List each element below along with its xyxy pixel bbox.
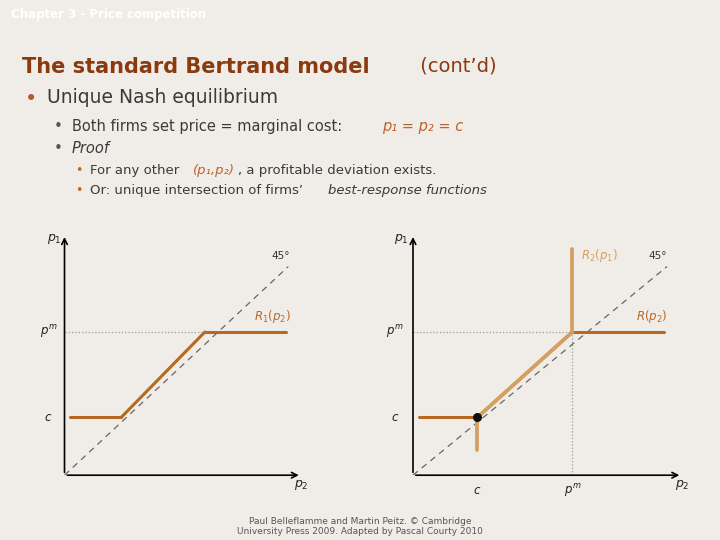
Text: •: • bbox=[25, 89, 37, 109]
Text: Or: unique intersection of firms’: Or: unique intersection of firms’ bbox=[90, 184, 307, 197]
Text: 45°: 45° bbox=[271, 251, 289, 261]
Text: $p_1$: $p_1$ bbox=[47, 232, 61, 246]
Text: $p_2$: $p_2$ bbox=[675, 478, 690, 492]
Text: $R_1(p_2)$: $R_1(p_2)$ bbox=[254, 307, 291, 325]
Text: $p^m$: $p^m$ bbox=[564, 482, 581, 498]
Text: The standard Bertrand model: The standard Bertrand model bbox=[22, 57, 369, 77]
Text: $c$: $c$ bbox=[473, 484, 482, 497]
Text: $p_1$: $p_1$ bbox=[394, 232, 408, 246]
Text: (p₁,p₂): (p₁,p₂) bbox=[193, 164, 235, 177]
Text: $R(p_2)$: $R(p_2)$ bbox=[636, 307, 667, 325]
Text: $p^m$: $p^m$ bbox=[40, 323, 58, 341]
Text: , a profitable deviation exists.: , a profitable deviation exists. bbox=[238, 164, 436, 177]
Text: 45°: 45° bbox=[649, 251, 667, 261]
Text: $p^m$: $p^m$ bbox=[386, 323, 404, 341]
Text: •: • bbox=[76, 164, 83, 177]
Text: Paul Belleflamme and Martin Peitz. © Cambridge
University Press 2009. Adapted by: Paul Belleflamme and Martin Peitz. © Cam… bbox=[237, 517, 483, 536]
Text: Both firms set price = marginal cost:: Both firms set price = marginal cost: bbox=[72, 119, 347, 134]
Text: best-response functions: best-response functions bbox=[328, 184, 487, 197]
Text: (cont’d): (cont’d) bbox=[414, 57, 497, 76]
Text: $p_2$: $p_2$ bbox=[294, 478, 309, 492]
Text: •: • bbox=[54, 141, 63, 157]
Text: •: • bbox=[54, 119, 63, 134]
Text: p₁ = p₂ = c: p₁ = p₂ = c bbox=[382, 119, 463, 134]
Text: For any other: For any other bbox=[90, 164, 184, 177]
Text: $c$: $c$ bbox=[45, 411, 53, 424]
Text: $c$: $c$ bbox=[391, 411, 399, 424]
Text: Unique Nash equilibrium: Unique Nash equilibrium bbox=[47, 88, 278, 107]
Text: Proof: Proof bbox=[72, 141, 110, 157]
Text: •: • bbox=[76, 184, 83, 197]
Text: Chapter 3 - Price competition: Chapter 3 - Price competition bbox=[11, 8, 206, 22]
Text: $R_2(p_1)$: $R_2(p_1)$ bbox=[582, 247, 618, 264]
